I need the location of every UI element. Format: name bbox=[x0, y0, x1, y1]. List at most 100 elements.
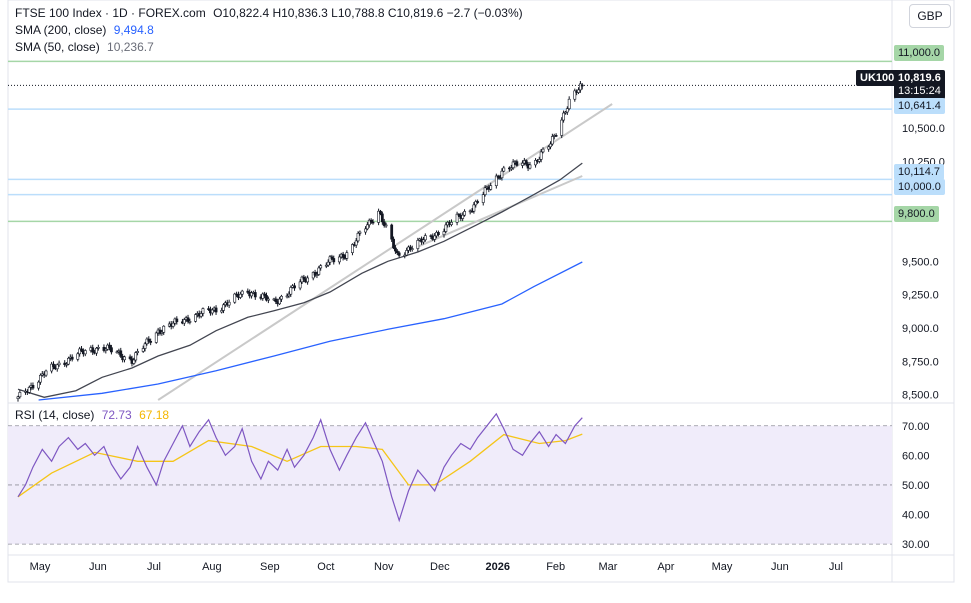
level-label-11000: 11,000.0 bbox=[894, 45, 945, 61]
trendline bbox=[157, 103, 613, 401]
price-tick-label: 8,750.0 bbox=[902, 356, 939, 368]
candle-body bbox=[188, 321, 192, 323]
candle-body bbox=[306, 277, 310, 283]
candle-body bbox=[395, 250, 399, 254]
sma200-value: 9,494.8 bbox=[113, 23, 154, 37]
symbol-title: FTSE 100 Index · 1D · FOREX.com bbox=[15, 6, 206, 20]
candle-body bbox=[539, 151, 543, 160]
candle-body bbox=[511, 161, 515, 168]
candle-body bbox=[222, 304, 225, 311]
candle-body bbox=[233, 293, 237, 303]
candle-body bbox=[154, 332, 158, 343]
candle-body bbox=[298, 281, 302, 289]
candle-body bbox=[50, 363, 54, 372]
candle-body bbox=[67, 357, 70, 365]
candle-body bbox=[358, 231, 362, 234]
candle-body bbox=[562, 112, 565, 121]
currency-button[interactable]: GBP bbox=[909, 4, 951, 28]
countdown-label: 13:15:24 bbox=[894, 83, 945, 99]
candle-body bbox=[433, 235, 437, 240]
time-tick-label: Dec bbox=[430, 561, 450, 573]
ohlc-values: O10,822.4 H10,836.3 L10,788.8 C10,819.6 … bbox=[213, 6, 523, 20]
price-tick-label: 8,500.0 bbox=[902, 390, 939, 402]
candle-body bbox=[136, 351, 139, 353]
candle-body bbox=[332, 258, 336, 263]
symbol-legend: FTSE 100 Index · 1D · FOREX.com O10,822.… bbox=[15, 6, 523, 20]
candle-body bbox=[80, 348, 83, 352]
candle-body bbox=[502, 167, 506, 172]
candle-body bbox=[379, 210, 382, 215]
candle-body bbox=[397, 252, 401, 256]
sma50-value: 10,236.7 bbox=[107, 40, 154, 54]
candle-body bbox=[128, 356, 132, 360]
candle-body bbox=[528, 164, 532, 169]
candle-body bbox=[450, 222, 453, 225]
candle-body bbox=[384, 224, 388, 227]
time-tick-label: May bbox=[712, 561, 733, 573]
time-tick-label: Aug bbox=[202, 561, 222, 573]
candle-body bbox=[337, 256, 341, 263]
rsi-legend: RSI (14, close) 72.73 67.18 bbox=[15, 408, 169, 422]
rsi-line bbox=[17, 412, 583, 523]
candle-body bbox=[442, 231, 446, 236]
price-tick-label: 9,500.0 bbox=[902, 256, 939, 268]
candle-body bbox=[578, 83, 582, 91]
candle-body bbox=[57, 362, 61, 366]
level-label-10000: 10,000.0 bbox=[894, 179, 945, 195]
candle-body bbox=[564, 111, 567, 114]
candle-body bbox=[238, 293, 242, 298]
candle-body bbox=[27, 387, 31, 393]
candle-body bbox=[240, 290, 244, 295]
candle-body bbox=[380, 213, 384, 223]
time-axis: May Jun Jul Aug Sep Oct Nov Dec 2026 Feb Mar Apr May… bbox=[30, 561, 843, 573]
rsi-pane bbox=[8, 412, 892, 545]
candle-body bbox=[261, 293, 265, 299]
candle-body bbox=[463, 211, 466, 216]
time-tick-label: Nov bbox=[374, 561, 394, 573]
time-tick-label: May bbox=[30, 561, 51, 573]
time-tick-label: Sep bbox=[260, 561, 280, 573]
candle-body bbox=[405, 250, 409, 256]
candle-body bbox=[266, 298, 270, 301]
candle-body bbox=[565, 108, 569, 113]
candle-body bbox=[317, 267, 321, 275]
time-tick-label: Jun bbox=[771, 561, 789, 573]
candle-body bbox=[95, 347, 98, 354]
time-tick-label: 2026 bbox=[486, 561, 510, 573]
candle-body bbox=[119, 350, 123, 357]
candle-body bbox=[147, 338, 151, 342]
candle-body bbox=[18, 392, 22, 398]
time-tick-label: Jul bbox=[147, 561, 161, 573]
price-axis: 10,500.010,250.09,500.09,250.09,000.08,7… bbox=[902, 123, 945, 551]
candle-body bbox=[436, 232, 440, 236]
candle-body bbox=[134, 352, 138, 361]
rsi-tick-label: 30.00 bbox=[902, 539, 930, 551]
candle-body bbox=[158, 329, 162, 334]
candle-body bbox=[416, 240, 420, 249]
candle-body bbox=[143, 343, 147, 349]
price-tick-label: 9,000.0 bbox=[902, 323, 939, 335]
candle-body bbox=[534, 160, 537, 166]
candle-body bbox=[289, 287, 293, 295]
time-tick-label: Mar bbox=[599, 561, 618, 573]
candle-body bbox=[537, 159, 541, 162]
time-tick-label: Jul bbox=[829, 561, 843, 573]
candle-body bbox=[302, 276, 306, 280]
candle-body bbox=[186, 317, 190, 322]
candle-body bbox=[500, 170, 504, 179]
candle-body bbox=[364, 228, 367, 233]
candle-body bbox=[369, 219, 373, 223]
candle-body bbox=[287, 293, 291, 297]
time-tick-label: Apr bbox=[657, 561, 674, 573]
candle-body bbox=[382, 221, 386, 226]
candle-body bbox=[515, 161, 519, 166]
candle-body bbox=[577, 89, 580, 93]
candle-body bbox=[392, 238, 395, 249]
candle-body bbox=[549, 143, 552, 148]
candle-body bbox=[481, 194, 485, 203]
candle-body bbox=[422, 239, 425, 243]
candle-body bbox=[274, 298, 278, 303]
candle-body bbox=[573, 90, 577, 100]
sma200-legend: SMA (200, close) 9,494.8 bbox=[15, 23, 154, 37]
time-tick-label: Jun bbox=[89, 561, 107, 573]
